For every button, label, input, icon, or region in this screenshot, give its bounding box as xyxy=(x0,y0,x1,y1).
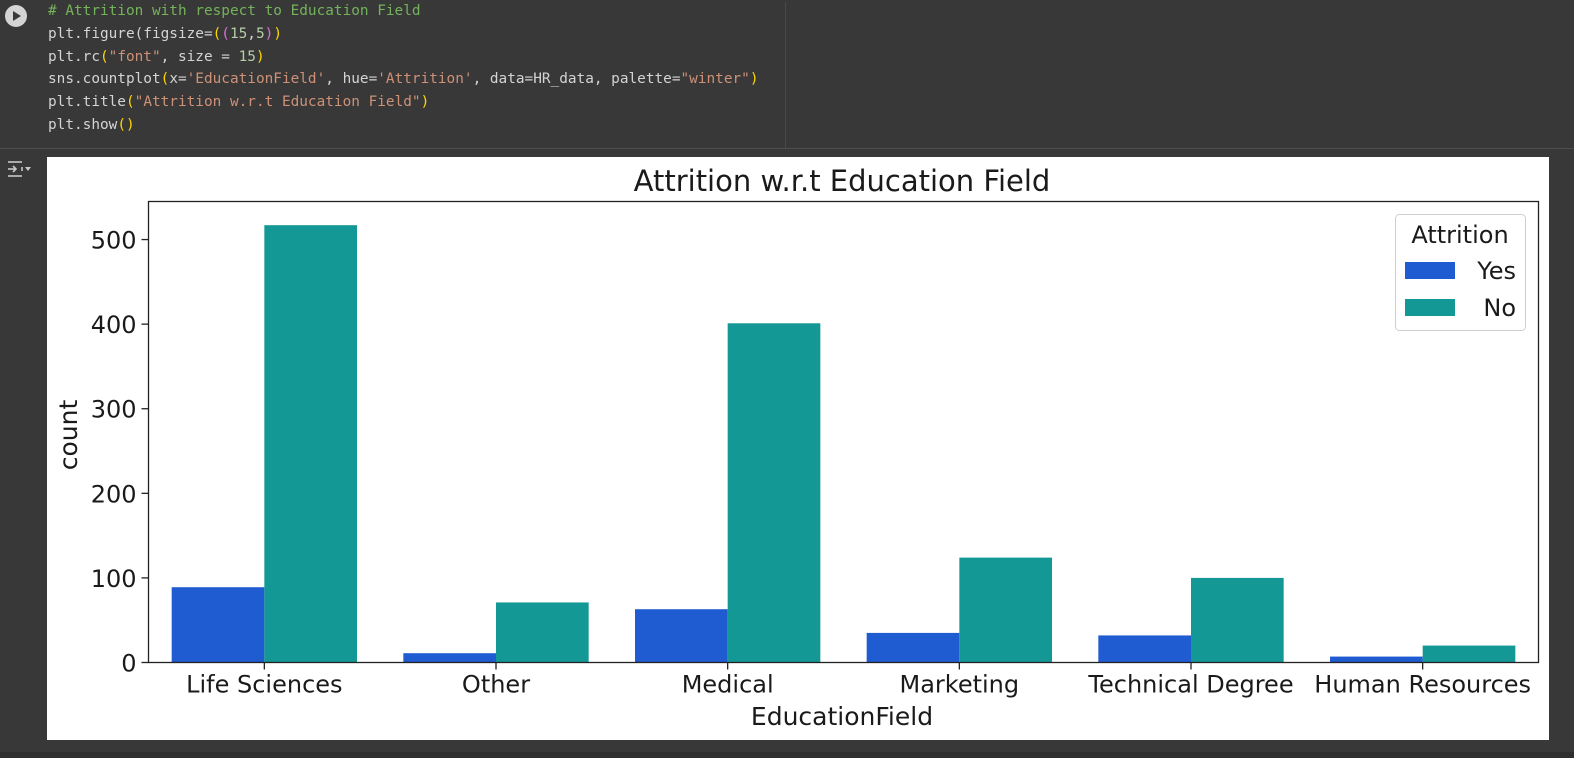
y-axis-label: count xyxy=(54,400,83,471)
legend-swatch-yes xyxy=(1405,262,1455,279)
bar-yes-human-resources xyxy=(1330,656,1423,663)
countplot-chart: Attrition w.r.t Education Field 0 100 200 3… xyxy=(54,164,1540,731)
bar-yes-other xyxy=(403,653,496,663)
chart-title: Attrition w.r.t Education Field xyxy=(634,164,1051,198)
code-line-figure: plt.figure(figsize=((15,5)) xyxy=(48,25,282,42)
bar-yes-life-sciences xyxy=(171,587,265,663)
legend-title: Attrition xyxy=(1411,221,1508,249)
y-tick-label: 100 xyxy=(91,565,137,593)
bar-yes-medical xyxy=(635,609,728,663)
legend-swatch-no xyxy=(1405,299,1455,316)
x-tick-marks xyxy=(263,662,1424,670)
code-line-countplot: sns.countplot(x='EducationField', hue='A… xyxy=(48,71,759,88)
x-tick-label: Medical xyxy=(682,671,774,699)
output-collapse-icon[interactable] xyxy=(5,157,33,181)
y-tick-label: 500 xyxy=(91,227,137,255)
x-tick-labels: Life Sciences Other Medical Marketing Techni… xyxy=(186,671,1531,699)
code-line-rc: plt.rc("font", size = 15) xyxy=(48,48,265,65)
code-cell[interactable]: # Attrition with respect to Education Fi… xyxy=(0,0,1574,148)
x-tick-label: Technical Degree xyxy=(1087,671,1293,699)
legend: Attrition Yes No xyxy=(1395,214,1526,331)
bars-group xyxy=(171,225,1516,663)
x-tick-label: Human Resources xyxy=(1314,671,1531,699)
bar-no-technical-degree xyxy=(1191,577,1284,663)
plot-frame xyxy=(147,200,1540,664)
bar-no-human-resources xyxy=(1422,645,1516,663)
y-tick-labels: 0 100 200 300 400 500 xyxy=(91,227,137,678)
bar-yes-technical-degree xyxy=(1098,635,1191,663)
bar-no-other xyxy=(496,602,589,663)
editor-ruler xyxy=(785,2,786,148)
legend-label-yes: Yes xyxy=(1476,257,1516,285)
bottom-bar xyxy=(0,752,1574,758)
y-tick-label: 0 xyxy=(121,650,136,678)
x-axis-label: EducationField xyxy=(751,702,933,731)
y-tick-label: 200 xyxy=(91,480,137,508)
bar-no-medical xyxy=(727,323,821,663)
cell-divider xyxy=(0,148,1574,149)
bar-yes-marketing xyxy=(866,632,960,663)
bar-no-marketing xyxy=(959,557,1052,663)
cell-output: Attrition w.r.t Education Field 0 100 200 3… xyxy=(47,157,1549,740)
x-tick-label: Other xyxy=(462,671,530,699)
play-circle-icon[interactable] xyxy=(5,5,27,27)
code-line-title: plt.title("Attrition w.r.t Education Fie… xyxy=(48,94,430,111)
bar-no-life-sciences xyxy=(264,225,357,663)
code-editor[interactable]: # Attrition with respect to Education Fi… xyxy=(48,0,758,137)
code-line-show: plt.show() xyxy=(48,116,135,133)
x-tick-label: Life Sciences xyxy=(186,671,342,699)
code-comment: # Attrition with respect to Education Fi… xyxy=(48,3,421,19)
x-tick-label: Marketing xyxy=(900,671,1020,699)
y-tick-label: 400 xyxy=(91,311,137,339)
legend-label-no: No xyxy=(1483,294,1516,322)
y-tick-marks xyxy=(141,238,149,664)
y-tick-label: 300 xyxy=(91,396,137,424)
